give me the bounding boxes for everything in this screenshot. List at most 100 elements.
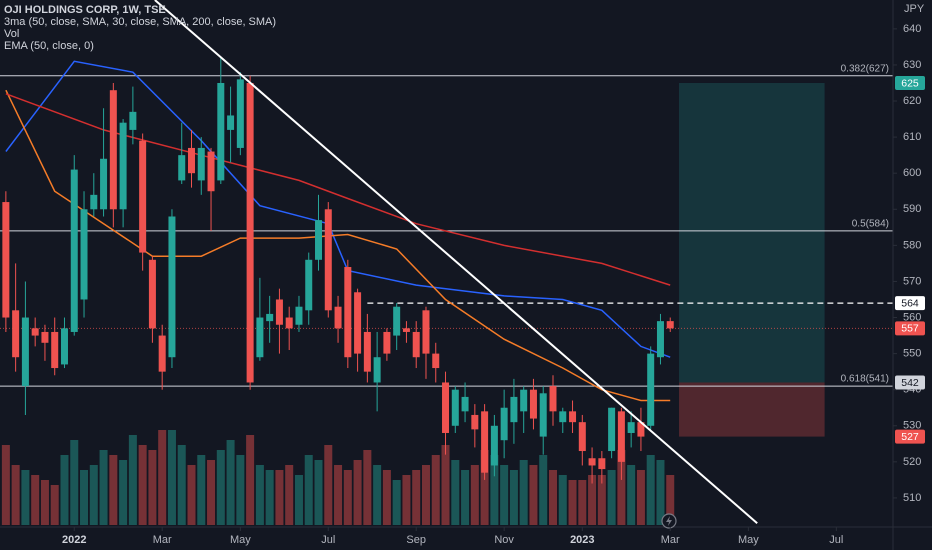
candle-body [373,357,381,383]
volume-bar [255,465,264,525]
x-tick-label: Mar [153,534,172,546]
x-tick-label: Nov [494,534,514,546]
y-tick-label: 520 [903,456,921,468]
indicator-label: EMA (50, close, 0) [4,40,94,52]
volume-bar [265,470,274,525]
candle-body [295,306,303,325]
volume-bar [138,445,147,525]
volume-bar [373,465,382,525]
y-tick-label: 530 [903,420,921,432]
x-tick-label: Mar [661,534,680,546]
candle-body [324,209,332,311]
x-tick-label: May [738,534,759,546]
candle-body [21,317,29,387]
volume-bar [31,475,40,525]
candle-body [70,169,78,332]
x-tick-label: Jul [321,534,335,546]
candle-body [549,386,557,412]
volume-bar [207,460,216,525]
candle-body [207,151,215,192]
moving-average [5,93,671,286]
candle-body [608,407,616,452]
volume-bar [588,475,597,525]
volume-bar [167,430,176,525]
y-tick-label: 580 [903,239,921,251]
volume-bar [480,450,489,525]
y-tick-label: 510 [903,492,921,504]
price-marker [895,75,925,90]
candle-body [647,353,655,426]
volume-bar [578,480,587,525]
candle-body [432,353,440,369]
volume-bar [392,480,401,525]
candle-body [539,393,547,437]
volume-bar [80,470,89,525]
candle-body [471,414,479,430]
candle-body [119,122,127,210]
candle-body [109,90,117,210]
candle-body [285,317,293,329]
candle-body [383,331,391,354]
candle-body [80,209,88,300]
candle-body [217,82,225,181]
candle-body [178,155,186,181]
candle-body [529,389,537,419]
volume-bar [128,435,137,525]
y-tick-label: 550 [903,348,921,360]
candle-body [344,267,352,358]
volume-bar [226,440,235,525]
position-loss-zone [679,382,825,437]
candle-body [266,313,274,322]
x-tick-label: Sep [406,534,426,546]
volume-bar [89,465,98,525]
candle-body [236,79,244,148]
candle-body [246,82,254,383]
volume-bar [285,465,294,525]
volume-bar [314,460,323,525]
volume-bar [40,480,49,525]
volume-bar [99,450,108,525]
candle-body [158,335,166,372]
volume-bar [500,465,509,525]
volume-bar [421,465,430,525]
volume-bar [109,455,118,525]
y-tick-label: 630 [903,59,921,71]
trendline [154,0,758,524]
candle-body [187,147,195,174]
moving-average [5,89,671,402]
position-profit-zone [679,82,825,383]
candle-body [31,328,39,336]
candle-body [12,310,20,358]
price-marker [895,429,925,444]
candle-body [666,321,674,329]
volume-bar [617,450,626,525]
volume-bar [275,470,284,525]
volume-bar [334,465,343,525]
candle-body [227,115,235,130]
candle-body [197,147,205,181]
volume-bar [304,455,313,525]
volume-bar [568,480,577,525]
candle-body [461,396,469,412]
candle-body [422,310,430,354]
candle-body [315,220,323,260]
y-tick-label: 620 [903,95,921,107]
candle-body [481,411,489,473]
price-marker-label: 527 [901,431,919,443]
alert-icon[interactable] [661,513,677,529]
candle-body [41,331,49,343]
indicator-label: Vol [4,28,19,40]
candle-body [334,306,342,329]
fib-label: 0.382(627) [841,63,889,74]
volume-bar [382,470,391,525]
candle-body [569,411,577,423]
volume-bar [402,475,411,525]
volume-bar [451,460,460,525]
candle-body [139,140,147,253]
volume-bar [343,470,352,525]
volume-bar [529,465,538,525]
volume-bar [519,460,528,525]
candle-body [402,328,410,332]
candle-body [490,425,498,466]
